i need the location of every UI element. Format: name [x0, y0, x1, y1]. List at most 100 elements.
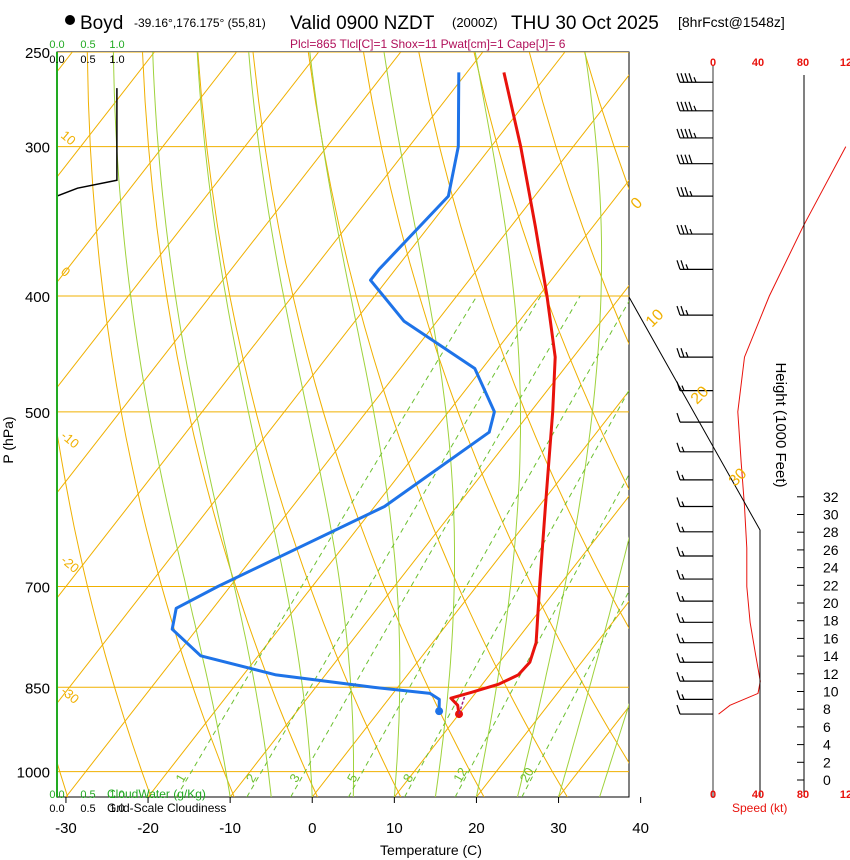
cloudiness-tick-bottom: 0.0 — [49, 803, 64, 815]
pressure-tick-label: 300 — [25, 140, 50, 157]
cloud-water-tick-bottom: 1.0 — [109, 789, 124, 801]
pressure-tick-label: 850 — [25, 680, 50, 697]
wind-barb-icon — [676, 128, 713, 139]
temperature-tick-label: 0 — [308, 820, 316, 837]
wind-barb-icon — [676, 347, 713, 358]
speed-tick-top: 0 — [710, 57, 716, 69]
height-tick-label: 32 — [823, 489, 839, 505]
temperature-tick-label: 30 — [550, 820, 567, 837]
isotherm-label: -10 — [58, 428, 82, 452]
isotherm-line — [311, 390, 629, 797]
temperature-tick-label: -20 — [137, 820, 159, 837]
dry-adiabat — [86, 52, 235, 797]
height-tick-label: 10 — [823, 684, 839, 700]
wind-barb-icon — [676, 305, 713, 316]
moist-adiabat — [383, 52, 455, 797]
wind-barb-icon — [676, 101, 713, 112]
isotherm-line — [57, 52, 484, 599]
adiabat-label: 0 — [628, 194, 646, 212]
isotherm-label: -30 — [58, 683, 82, 707]
pressure-tick-label: 250 — [25, 45, 50, 62]
wind-speed-profile — [718, 146, 847, 715]
dry-adiabat — [307, 52, 568, 797]
station-name: Boyd — [80, 13, 123, 34]
moist-adiabat — [196, 52, 313, 797]
isotherm-line — [57, 52, 155, 178]
utc-time: (2000Z) — [452, 15, 498, 30]
mixing-ratio-line — [175, 295, 478, 797]
cloud-water-tick-top: 1.0 — [109, 39, 124, 51]
mixing-ratio-line — [348, 300, 629, 797]
cloudiness-profile — [56, 88, 118, 197]
wind-barb-icon — [676, 522, 713, 533]
wind-barb-icon — [676, 653, 713, 663]
height-axis-title: Height (1000 Feet) — [772, 362, 789, 487]
wind-barb-icon — [676, 470, 713, 481]
height-tick-label: 16 — [823, 630, 839, 646]
mixing-ratio-label: 20 — [517, 765, 537, 785]
height-tick-label: 0 — [823, 772, 831, 788]
wind-barb-icon — [676, 569, 713, 580]
moist-adiabat — [112, 52, 231, 797]
wind-barb-icon — [676, 73, 713, 83]
wind-barb-icon — [676, 613, 713, 623]
isotherm-line — [65, 74, 629, 797]
height-tick-label: 2 — [823, 754, 831, 770]
cloudiness-tick-top: 0.0 — [49, 54, 64, 66]
dry-adiabat — [473, 52, 629, 491]
moist-adiabat — [248, 52, 354, 797]
isotherm-label: 10 — [58, 127, 79, 148]
isotherm-line — [147, 179, 629, 797]
mixing-ratio-line — [521, 590, 629, 797]
mixing-ratio-label: 1 — [172, 771, 189, 785]
temperature-tick-label: 20 — [468, 820, 485, 837]
speed-tick-bottom: 0 — [710, 789, 716, 801]
temperature-tick-label: -30 — [55, 820, 77, 837]
moist-adiabat — [474, 52, 521, 797]
temperature-tick-label: -10 — [219, 820, 241, 837]
mixing-ratio-label: 12 — [450, 765, 470, 785]
dewpoint-profile — [170, 72, 496, 712]
cloudiness-title: Grid-Scale Cloudiness — [107, 801, 226, 815]
sounding-parameters: Plcl=865 Tlcl[C]=1 Shox=11 Pwat[cm]=1 Ca… — [290, 37, 566, 51]
wind-barb-icon — [676, 224, 713, 235]
mixing-ratio-label: 2 — [243, 771, 260, 785]
dry-adiabat — [142, 52, 318, 797]
temperature-profile — [449, 72, 557, 715]
moist-adiabat — [152, 52, 272, 797]
station-coords: -39.16°,176.175° (55,81) — [134, 16, 266, 30]
dry-adiabat — [418, 52, 629, 630]
height-tick-label: 14 — [823, 648, 839, 664]
cloudiness-tick-top: 1.0 — [109, 54, 124, 66]
wind-barb-icon — [676, 442, 713, 453]
moist-adiabat — [517, 52, 603, 797]
isotherm-line — [57, 52, 237, 283]
mixing-ratio-line — [290, 295, 581, 797]
wind-barb-icon — [676, 633, 713, 644]
cloudiness-tick-top: 0.5 — [80, 54, 95, 66]
mixing-ratio-line — [404, 389, 629, 797]
temperature-tick-label: 40 — [632, 820, 649, 837]
mixing-ratio-line — [454, 473, 629, 797]
moist-adiabat — [558, 536, 629, 797]
height-tick-label: 4 — [823, 737, 831, 753]
height-tick-label: 20 — [823, 595, 839, 611]
wind-barb-icon — [676, 497, 713, 508]
dry-adiabat — [363, 52, 629, 764]
isotherm-line — [476, 600, 629, 797]
height-tick-label: 8 — [823, 701, 831, 717]
mixing-ratio-label: 3 — [286, 771, 303, 785]
wind-barb-icon — [676, 154, 713, 165]
height-tick-label: 24 — [823, 560, 839, 576]
plot-frame — [56, 51, 630, 798]
isotherm-label: -20 — [58, 552, 82, 576]
height-tick-label: 28 — [823, 524, 839, 540]
height-tick-label: 6 — [823, 719, 831, 735]
isotherm-line — [393, 495, 629, 797]
dry-adiabat — [252, 52, 485, 797]
cloudiness-tick-bottom: 1.0 — [109, 803, 124, 815]
wind-barb-icon — [676, 671, 713, 682]
cloud-water-tick-bottom: 0.5 — [80, 789, 95, 801]
adiabat-label: 20 — [688, 383, 713, 408]
